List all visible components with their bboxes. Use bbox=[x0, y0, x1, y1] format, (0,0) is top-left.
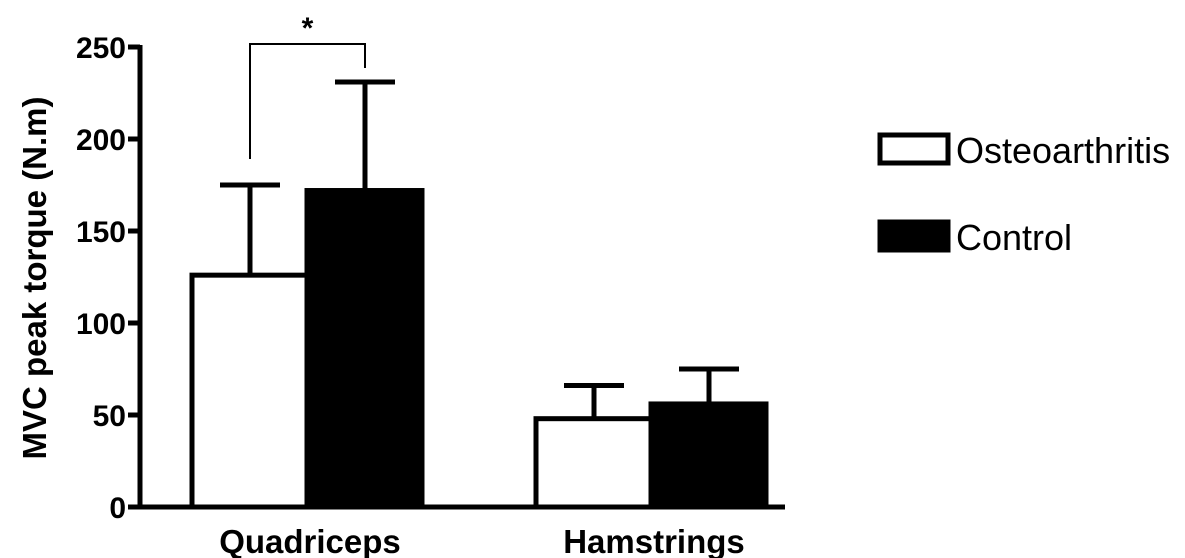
axes: 0 50 100 150 200 250 Quadriceps Hamstrings bbox=[76, 32, 785, 558]
y-tick-label: 250 bbox=[76, 32, 126, 65]
legend-swatch-control bbox=[877, 219, 951, 253]
bars bbox=[189, 188, 769, 510]
bar-osteoarthritis-hamstrings bbox=[533, 416, 654, 510]
y-axis-title: MVC peak torque (N.m) bbox=[16, 96, 53, 459]
legend: Osteoarthritis Control bbox=[877, 130, 1170, 258]
annotations: * bbox=[249, 12, 366, 159]
legend-label-control: Control bbox=[956, 217, 1072, 258]
error-bars bbox=[220, 79, 739, 419]
significance-bracket bbox=[249, 43, 366, 159]
y-tick-label: 50 bbox=[93, 400, 126, 433]
significance-star: * bbox=[302, 12, 314, 45]
bar-control-hamstrings bbox=[648, 401, 769, 510]
bar-control-quadriceps bbox=[304, 188, 425, 510]
y-tick-label: 150 bbox=[76, 216, 126, 249]
y-tick-label: 200 bbox=[76, 124, 126, 157]
legend-swatch-osteoarthritis bbox=[877, 132, 951, 166]
x-tick-label: Quadriceps bbox=[219, 523, 401, 558]
x-tick-label: Hamstrings bbox=[563, 523, 745, 558]
legend-label-osteoarthritis: Osteoarthritis bbox=[956, 130, 1170, 171]
y-tick-label: 0 bbox=[109, 492, 126, 525]
bar-osteoarthritis-quadriceps bbox=[189, 272, 310, 510]
y-tick-label: 100 bbox=[76, 308, 126, 341]
